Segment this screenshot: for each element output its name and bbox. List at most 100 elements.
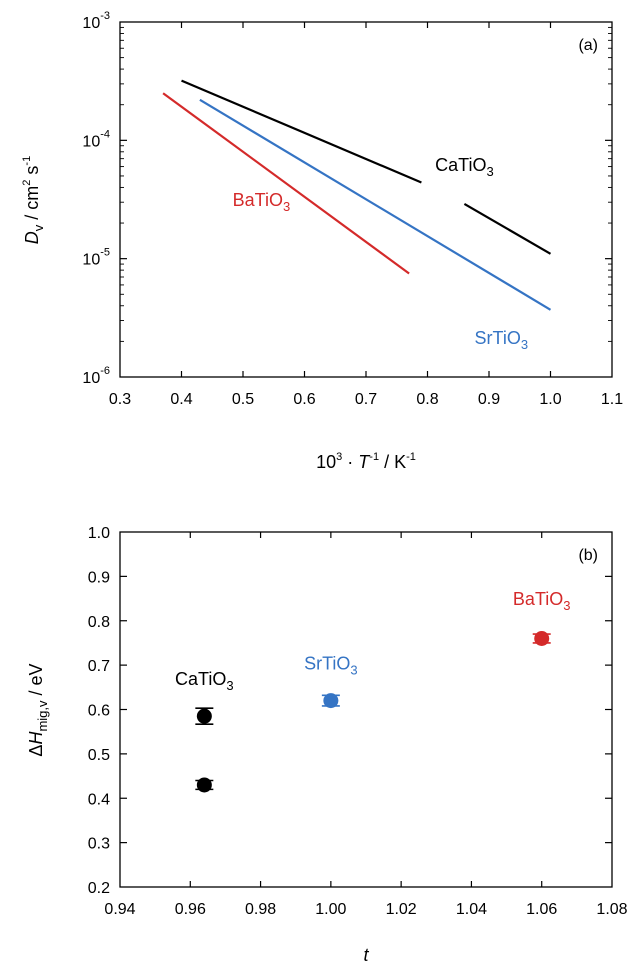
panel-a-series bbox=[162, 79, 552, 311]
data-point-batio3 bbox=[532, 631, 551, 646]
marker bbox=[196, 777, 212, 793]
x-tick-label: 1.08 bbox=[596, 901, 627, 918]
y-tick-label: 0.2 bbox=[88, 880, 110, 897]
y-title-unit2: s bbox=[22, 166, 42, 180]
b-y-title-unit: / eV bbox=[26, 663, 46, 700]
series-line-catio3 bbox=[463, 202, 552, 255]
series-label-catio3: CaTiO3 bbox=[435, 155, 494, 179]
y-tick-label: 0.9 bbox=[88, 569, 110, 586]
y-tick-base: 10 bbox=[82, 133, 100, 150]
y-tick-label: 10-4 bbox=[82, 128, 110, 150]
panel-a-chart: 0.3 0.4 0.5 0.6 0.7 0.8 0.9 1.0 1.1 10-610-510-4… bbox=[21, 10, 623, 472]
series-label-batio3: BaTiO3 bbox=[233, 190, 291, 214]
y-tick-base: 10 bbox=[82, 252, 100, 269]
y-tick-label: 10-5 bbox=[82, 247, 110, 269]
panel-a-x-ticks: 0.3 0.4 0.5 0.6 0.7 0.8 0.9 1.0 1.1 bbox=[109, 22, 623, 408]
series-label-sub: 3 bbox=[486, 164, 493, 179]
x-tick-label: 1.0 bbox=[539, 391, 561, 408]
x-tick-label: 0.96 bbox=[175, 901, 206, 918]
y-tick-label: 0.3 bbox=[88, 836, 110, 853]
x-tick-label: 1.02 bbox=[386, 901, 417, 918]
y-tick-exp: -3 bbox=[100, 10, 110, 22]
y-tick-label: 1.0 bbox=[88, 525, 110, 542]
y-tick-label: 10-3 bbox=[82, 10, 110, 32]
y-tick-label: 0.8 bbox=[88, 614, 110, 631]
point-label-catio3: CaTiO3 bbox=[175, 669, 234, 693]
point-label-srtio3: SrTiO3 bbox=[304, 654, 358, 678]
x-title-mid: · bbox=[342, 452, 358, 472]
series-line-catio3 bbox=[181, 79, 422, 184]
y-title-var: D bbox=[22, 231, 42, 244]
x-tick-label: 0.3 bbox=[109, 391, 131, 408]
marker bbox=[534, 631, 550, 646]
panel-a-y-ticks: 10-610-510-410-3 bbox=[82, 10, 612, 387]
y-tick-exp: -4 bbox=[100, 128, 110, 140]
y-tick-label: 0.4 bbox=[88, 791, 110, 808]
point-label-catio3-sub: 3 bbox=[226, 678, 233, 693]
x-tick-label: 1.06 bbox=[526, 901, 557, 918]
y-tick-base: 10 bbox=[82, 370, 100, 387]
panel-a-y-axis-title: Dv / cm2 s-1 bbox=[21, 156, 46, 244]
point-label-catio3-main: CaTiO bbox=[175, 669, 226, 689]
y-tick-exp: -5 bbox=[100, 247, 110, 259]
b-y-title-sub: mig,v bbox=[35, 700, 50, 732]
b-y-title-var: H bbox=[26, 731, 46, 745]
series-label-srtio3: SrTiO3 bbox=[475, 328, 529, 352]
marker bbox=[196, 708, 212, 724]
point-label-batio3: BaTiO3 bbox=[513, 589, 571, 613]
x-title-sup3: -1 bbox=[406, 451, 416, 463]
panel-b-y-ticks: 0.2 0.3 0.4 0.5 0.6 0.7 0.8 0.9 1.0 bbox=[88, 525, 612, 897]
data-point-catio3 bbox=[195, 777, 214, 793]
point-label-srtio3-main: SrTiO bbox=[304, 654, 350, 674]
point-label-srtio3-sub: 3 bbox=[350, 663, 357, 678]
y-tick-label: 0.7 bbox=[88, 658, 110, 675]
b-y-title-delta: Δ bbox=[26, 745, 46, 757]
y-tick-label: 0.6 bbox=[88, 703, 110, 720]
panel-b-points bbox=[195, 631, 551, 793]
x-title-sup2: -1 bbox=[369, 451, 379, 463]
panel-b-label: (b) bbox=[578, 547, 598, 564]
panel-b-plot-frame bbox=[119, 531, 613, 888]
x-tick-label: 1.00 bbox=[315, 901, 346, 918]
x-tick-label: 0.9 bbox=[478, 391, 500, 408]
y-title-sub: v bbox=[31, 224, 46, 231]
x-title-var: T bbox=[358, 452, 371, 472]
x-tick-label: 0.7 bbox=[355, 391, 377, 408]
x-tick-label: 0.5 bbox=[232, 391, 254, 408]
x-title-base: 10 bbox=[316, 452, 336, 472]
series-label-sub: 3 bbox=[283, 199, 290, 214]
x-tick-label: 1.04 bbox=[456, 901, 487, 918]
y-title-sup1: 2 bbox=[21, 180, 33, 186]
point-label-batio3-main: BaTiO bbox=[513, 589, 563, 609]
y-tick-label: 0.5 bbox=[88, 747, 110, 764]
y-tick-exp: -6 bbox=[100, 365, 110, 377]
y-title-unit: / cm bbox=[22, 186, 42, 225]
series-line-batio3 bbox=[162, 92, 410, 275]
x-tick-label: 0.8 bbox=[416, 391, 438, 408]
panel-b-x-axis-title: t bbox=[363, 945, 369, 965]
panel-b-x-ticks: 0.94 0.96 0.98 1.00 1.02 1.04 1.06 1.08 bbox=[104, 532, 628, 918]
x-tick-label: 1.1 bbox=[601, 391, 623, 408]
y-title-sup2: -1 bbox=[21, 156, 33, 166]
x-tick-label: 0.4 bbox=[170, 391, 192, 408]
point-label-batio3-sub: 3 bbox=[563, 598, 570, 613]
series-label-main: CaTiO bbox=[435, 155, 486, 175]
data-point-catio3 bbox=[195, 707, 214, 725]
x-tick-label: 0.98 bbox=[245, 901, 276, 918]
series-line-srtio3 bbox=[199, 98, 552, 311]
x-tick-label: 0.94 bbox=[104, 901, 135, 918]
series-label-main: SrTiO bbox=[475, 328, 521, 348]
panel-b-y-axis-title: ΔHmig,v / eV bbox=[26, 663, 50, 756]
panel-a-x-axis-title: 103 · T-1 / K-1 bbox=[316, 451, 416, 472]
x-tick-label: 0.6 bbox=[293, 391, 315, 408]
panel-a-label: (a) bbox=[578, 37, 598, 54]
series-label-main: BaTiO bbox=[233, 190, 283, 210]
y-tick-base: 10 bbox=[82, 15, 100, 32]
series-label-sub: 3 bbox=[521, 337, 528, 352]
y-tick-label: 10-6 bbox=[82, 365, 110, 387]
x-title-unit: / K bbox=[379, 452, 406, 472]
x-title-sup1: 3 bbox=[336, 451, 342, 463]
